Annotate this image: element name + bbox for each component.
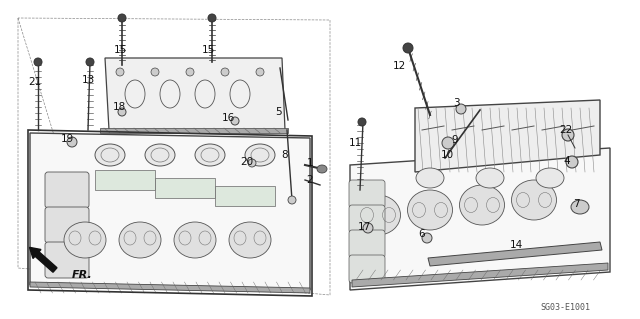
Circle shape — [186, 68, 194, 76]
Circle shape — [456, 104, 466, 114]
Ellipse shape — [408, 190, 452, 230]
Ellipse shape — [195, 144, 225, 166]
Polygon shape — [105, 58, 285, 130]
FancyArrow shape — [29, 247, 57, 272]
Ellipse shape — [416, 168, 444, 188]
Text: FR.: FR. — [72, 270, 93, 280]
Circle shape — [403, 43, 413, 53]
Text: 9: 9 — [452, 135, 458, 145]
Circle shape — [358, 118, 366, 126]
FancyBboxPatch shape — [349, 255, 385, 283]
Ellipse shape — [95, 144, 125, 166]
Text: 4: 4 — [564, 156, 570, 166]
Circle shape — [151, 68, 159, 76]
Text: 17: 17 — [357, 222, 371, 232]
Text: 10: 10 — [440, 150, 454, 160]
Text: 7: 7 — [573, 199, 579, 209]
Text: 3: 3 — [452, 98, 460, 108]
Circle shape — [422, 233, 432, 243]
Circle shape — [288, 196, 296, 204]
Polygon shape — [155, 178, 215, 198]
Polygon shape — [95, 170, 155, 190]
Circle shape — [221, 68, 229, 76]
Circle shape — [34, 58, 42, 66]
Ellipse shape — [119, 222, 161, 258]
Polygon shape — [428, 242, 602, 266]
Text: 14: 14 — [509, 240, 523, 250]
Polygon shape — [415, 100, 600, 172]
Text: 1: 1 — [307, 158, 314, 168]
Circle shape — [231, 117, 239, 125]
Circle shape — [248, 159, 256, 167]
Text: 21: 21 — [28, 77, 42, 87]
Text: 22: 22 — [559, 125, 573, 135]
FancyBboxPatch shape — [349, 205, 385, 233]
Ellipse shape — [476, 168, 504, 188]
Circle shape — [118, 108, 126, 116]
Ellipse shape — [145, 144, 175, 166]
Ellipse shape — [174, 222, 216, 258]
Text: 16: 16 — [221, 113, 235, 123]
Text: 19: 19 — [60, 134, 74, 144]
Ellipse shape — [511, 180, 557, 220]
Text: 5: 5 — [276, 107, 282, 117]
Polygon shape — [352, 263, 608, 287]
Text: 20: 20 — [241, 157, 253, 167]
Polygon shape — [350, 148, 610, 290]
Ellipse shape — [571, 200, 589, 214]
Ellipse shape — [536, 168, 564, 188]
Text: 15: 15 — [202, 45, 214, 55]
Ellipse shape — [229, 222, 271, 258]
Text: SG03-E1001: SG03-E1001 — [540, 303, 590, 313]
Text: 18: 18 — [113, 102, 125, 112]
Ellipse shape — [317, 165, 327, 173]
Polygon shape — [100, 128, 288, 133]
Circle shape — [363, 223, 373, 233]
Circle shape — [562, 129, 574, 141]
Text: 8: 8 — [282, 150, 288, 160]
Text: 12: 12 — [392, 61, 406, 71]
Ellipse shape — [245, 144, 275, 166]
FancyBboxPatch shape — [45, 172, 89, 208]
Polygon shape — [215, 186, 275, 206]
FancyBboxPatch shape — [45, 242, 89, 278]
Circle shape — [256, 68, 264, 76]
Circle shape — [566, 156, 578, 168]
Circle shape — [67, 137, 77, 147]
Text: 13: 13 — [81, 75, 95, 85]
Text: 11: 11 — [348, 138, 362, 148]
FancyBboxPatch shape — [349, 230, 385, 258]
Ellipse shape — [64, 222, 106, 258]
Text: 15: 15 — [113, 45, 127, 55]
Polygon shape — [30, 282, 310, 293]
Ellipse shape — [355, 195, 401, 235]
Circle shape — [86, 58, 94, 66]
Text: 6: 6 — [419, 229, 426, 239]
Circle shape — [208, 14, 216, 22]
Circle shape — [118, 14, 126, 22]
Circle shape — [116, 68, 124, 76]
FancyBboxPatch shape — [45, 207, 89, 243]
Circle shape — [442, 137, 454, 149]
FancyBboxPatch shape — [349, 180, 385, 208]
Text: 2: 2 — [307, 175, 314, 185]
Ellipse shape — [460, 185, 504, 225]
Polygon shape — [30, 133, 310, 290]
